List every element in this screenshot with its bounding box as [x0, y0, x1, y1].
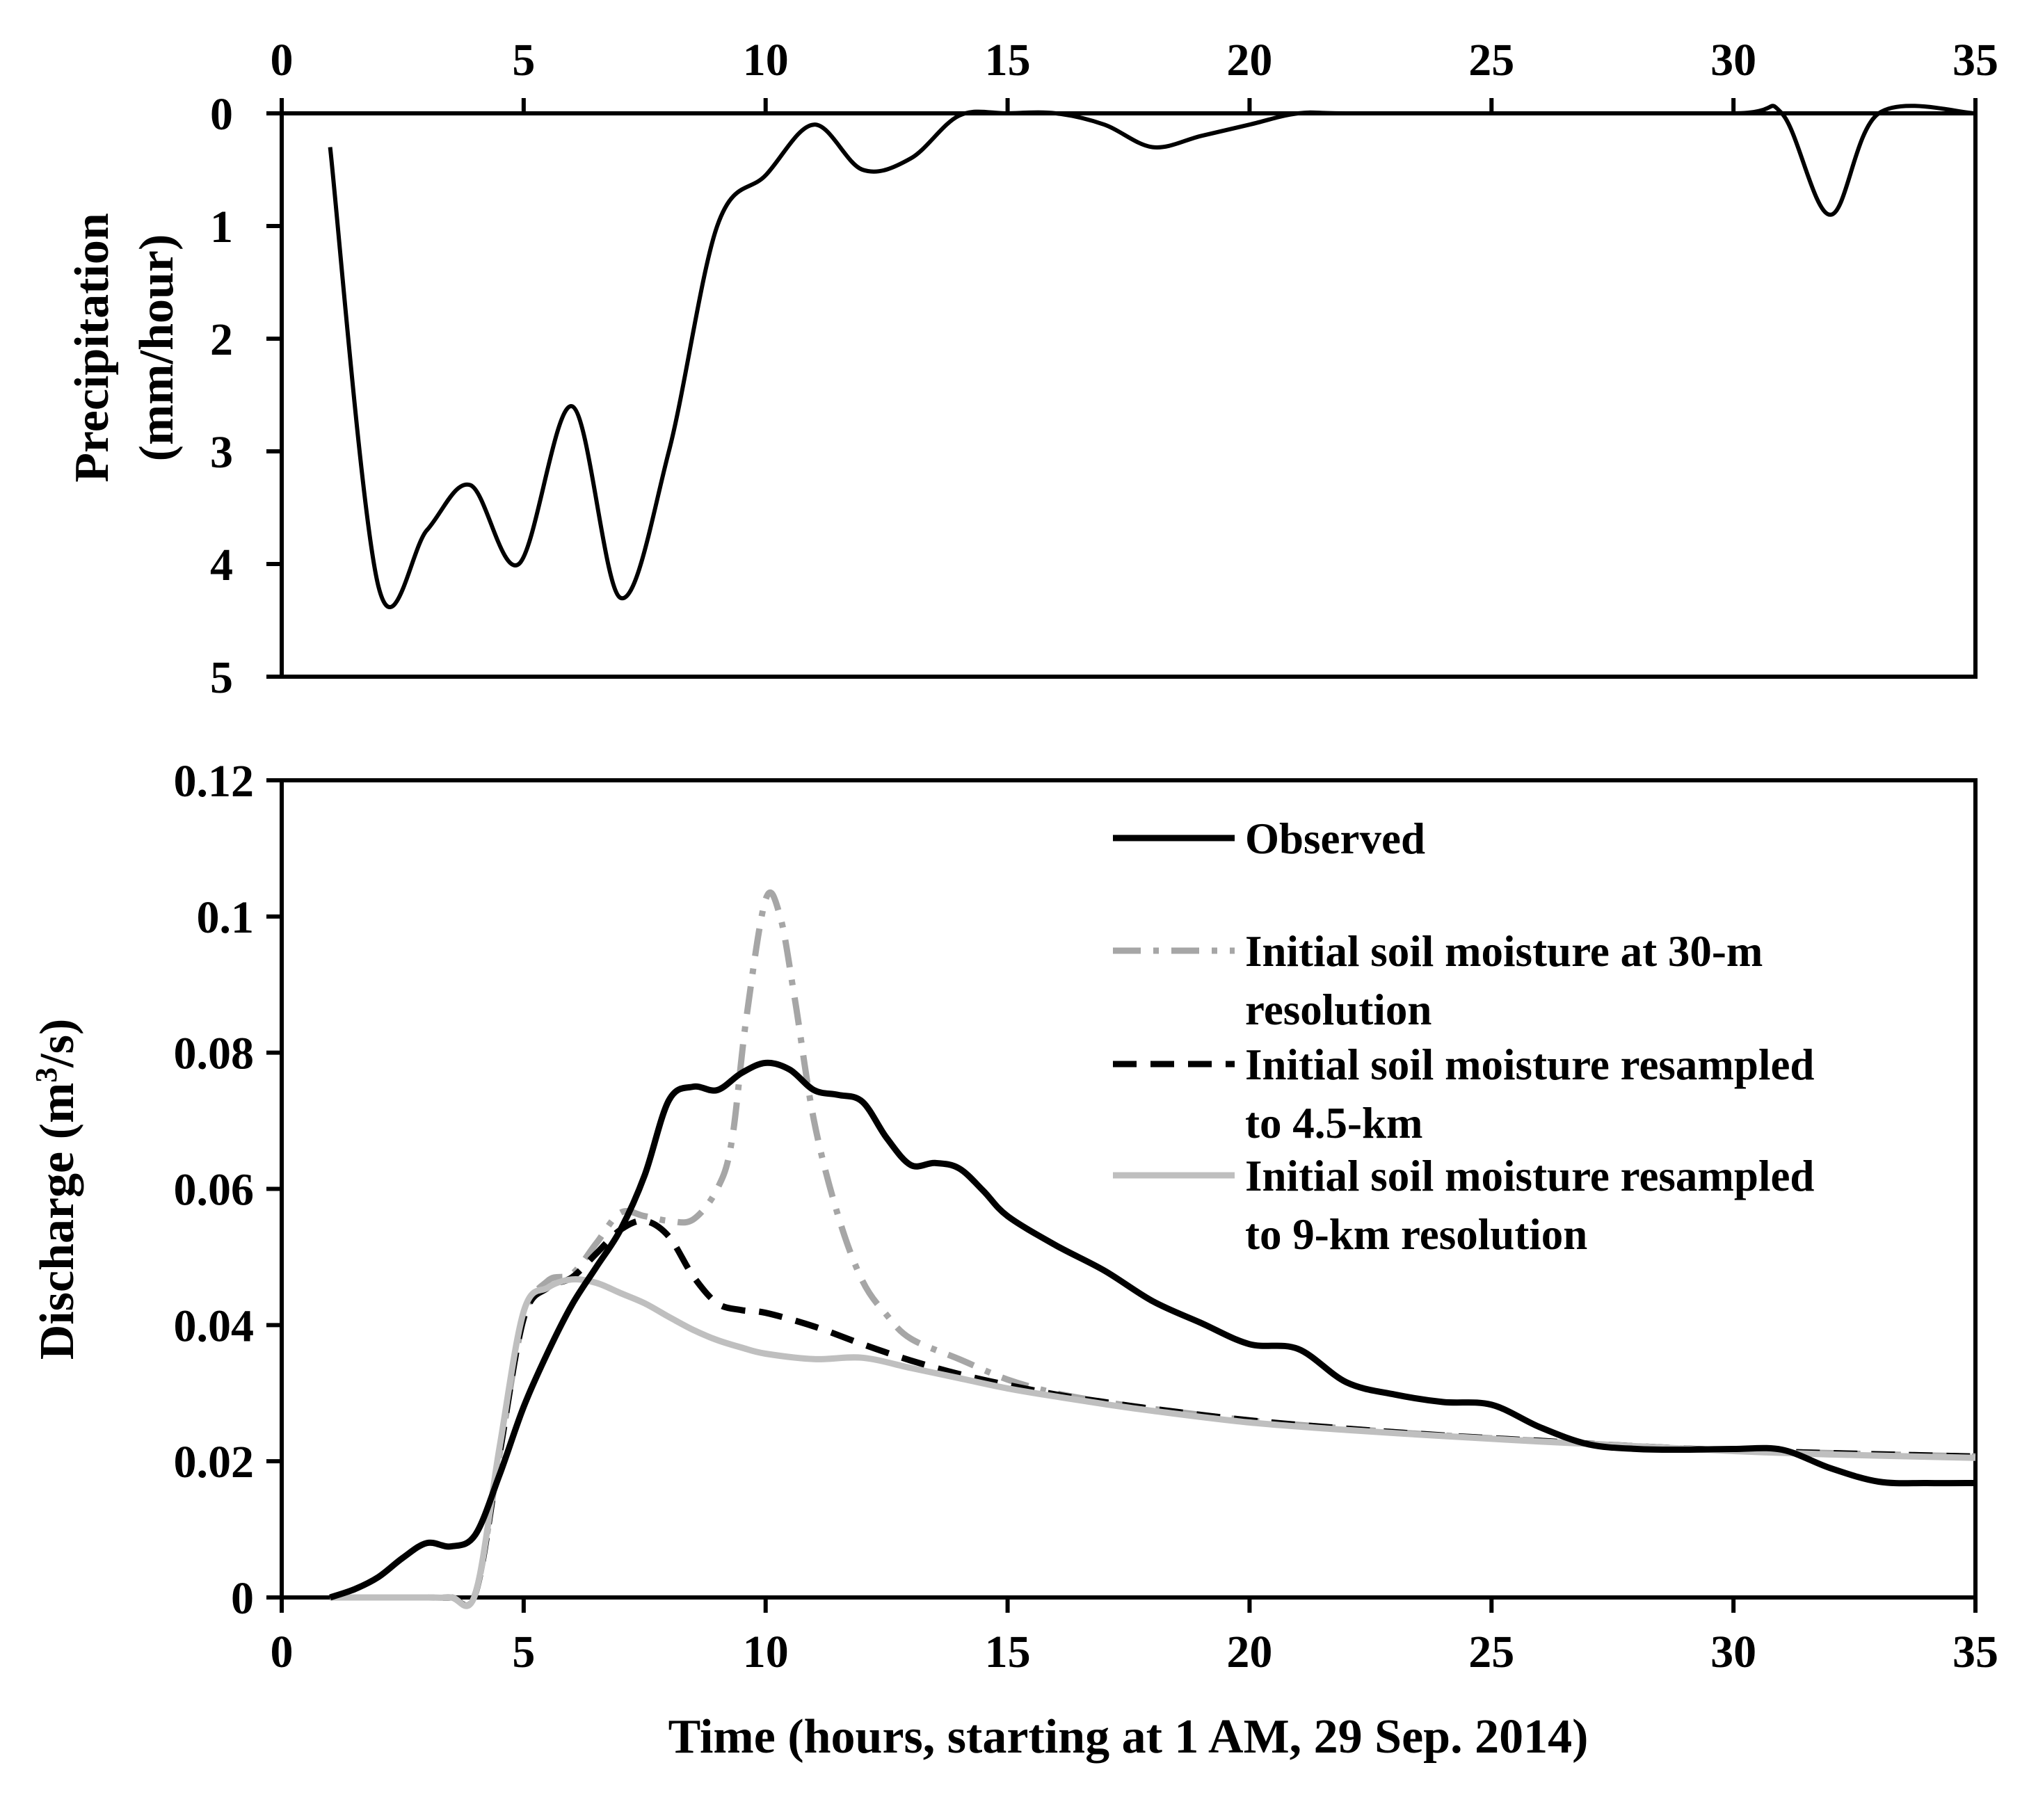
x-axis-title: Time (hours, starting at 1 AM, 29 Sep. 2…: [668, 1710, 1589, 1764]
precip-x-tick-label: 0: [271, 35, 294, 86]
precipitation-x-ticks: 0 5 10 15 20 25 30 35: [271, 35, 1998, 113]
discharge-y-tick-label: 0.04: [174, 1300, 255, 1351]
discharge-x-tick-label: 25: [1468, 1627, 1514, 1677]
discharge-x-tick-label: 30: [1710, 1627, 1756, 1677]
legend-soil-30m-label: resolution: [1245, 985, 1431, 1034]
legend-observed-label: Observed: [1245, 814, 1425, 863]
precip-x-tick-label: 15: [985, 35, 1031, 86]
discharge-x-ticks: 0 5 10 15 20 25 30 35: [271, 1597, 1998, 1677]
precip-x-tick-label: 25: [1468, 35, 1514, 86]
discharge-panel: 0 5 10 15 20 25 30 35 00.020.040.060.080.10.12 …: [29, 756, 1999, 1764]
precipitation-panel: 0 5 10 15 20 25 30 35 0 1 2 3 4 5 Precipitation (mm/…: [65, 35, 1998, 703]
precip-y-tick-label: 1: [210, 202, 233, 252]
legend-soil-30m-label: Initial soil moisture at 30-m: [1245, 927, 1763, 976]
legend-soil-9km-label: to 9-km resolution: [1245, 1210, 1587, 1259]
legend-soil-4p5km-label: Initial soil moisture resampled: [1245, 1040, 1814, 1089]
soil-9km-line: [330, 1275, 1976, 1609]
precipitation-y-ticks: 0 1 2 3 4 5: [210, 89, 282, 703]
precip-y-tick-label: 4: [210, 540, 233, 590]
discharge-x-tick-label: 0: [271, 1627, 294, 1677]
discharge-y-axis-title: Discharge (m3/s): [29, 1019, 85, 1360]
discharge-y-tick-label: 0.12: [174, 756, 255, 807]
discharge-series: [329, 889, 1976, 1609]
discharge-y-tick-label: 0.08: [174, 1029, 255, 1079]
legend-soil-4p5km-label: to 4.5-km: [1245, 1099, 1422, 1147]
legend: Observed Initial soil moisture at 30-m res…: [1113, 814, 1814, 1259]
discharge-x-tick-label: 20: [1226, 1627, 1272, 1677]
discharge-x-tick-label: 5: [512, 1627, 535, 1677]
discharge-y-title-tail: /s): [31, 1019, 84, 1068]
precipitation-y-axis-title-line2: (mm/hour): [130, 234, 184, 462]
discharge-x-tick-label: 15: [985, 1627, 1031, 1677]
precip-y-tick-label: 3: [210, 427, 233, 478]
precip-x-tick-label: 20: [1226, 35, 1272, 86]
discharge-y-tick-label: 0: [231, 1573, 254, 1624]
precipitation-y-axis-title-line1: Precipitation: [65, 213, 119, 483]
observed-line: [329, 1059, 1976, 1601]
discharge-x-tick-label: 10: [743, 1627, 789, 1677]
discharge-y-title-main: Discharge (m: [31, 1083, 84, 1360]
precip-y-tick-label: 0: [210, 89, 233, 140]
precipitation-series: [328, 104, 1976, 610]
precip-y-tick-label: 2: [210, 314, 233, 365]
discharge-y-tick-label: 0.1: [197, 892, 255, 943]
precipitation-plot-frame: [280, 111, 1978, 679]
discharge-y-title-superscript: 3: [29, 1068, 63, 1083]
discharge-y-ticks: 0 0.02 0.04 0.06 0.08 0.1 0.12: [174, 756, 282, 1624]
legend-soil-9km-label: Initial soil moisture resampled: [1245, 1152, 1814, 1200]
precipitation-line: [328, 104, 1976, 610]
discharge-y-tick-label: 0.06: [174, 1165, 255, 1216]
precip-x-tick-label: 5: [512, 35, 535, 86]
precip-x-tick-label: 30: [1710, 35, 1756, 86]
discharge-y-tick-label: 0.02: [174, 1437, 255, 1488]
precip-y-tick-label: 5: [210, 652, 233, 703]
precip-x-tick-label: 10: [743, 35, 789, 86]
discharge-x-tick-label: 35: [1952, 1627, 1998, 1677]
precip-x-tick-label: 35: [1952, 35, 1998, 86]
